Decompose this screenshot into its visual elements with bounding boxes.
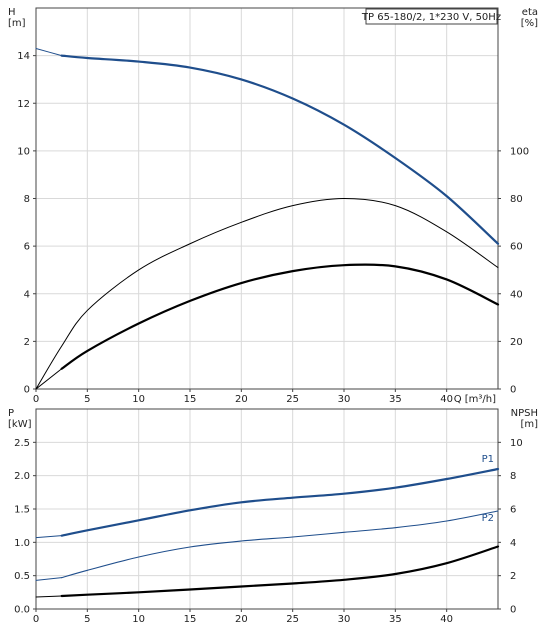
head-flow-x-tick-label: 30 [338,394,351,405]
head-flow-series-1-line [60,54,500,245]
power-npsh-y-right-tick-label: 2 [510,571,516,582]
head-flow-y-left-tick-label: 8 [24,194,30,205]
head-flow-y-left-tick-label: 10 [17,146,30,157]
head-flow-y-right-axis-label: eta [522,7,538,18]
power-npsh-y-left-tick-label: 0.0 [14,605,30,616]
head-flow-y-right-tick-label: 40 [510,289,523,300]
head-flow-x-tick-label: 5 [84,394,90,405]
head-flow-x-tick-label: 0 [33,394,39,405]
head-flow-y-left-tick-label: 14 [17,51,30,62]
power-npsh-series-p2-label: P2 [482,513,494,524]
power-npsh-series-3-line [60,545,500,598]
legend-box [365,8,498,25]
power-npsh-series-p2-lead-in [35,577,63,581]
head-flow-y-left-tick-label: 6 [24,242,30,253]
head-flow-x-tick-label: 40 [440,394,453,405]
head-flow-y-right-axis-label: [%] [521,18,538,29]
power-npsh-x-tick-label: 25 [286,614,299,625]
power-npsh-y-right-tick-label: 6 [510,505,516,516]
power-npsh-y-left-tick-label: 2.5 [14,438,30,449]
power-npsh-y-right-tick-label: 0 [510,605,516,616]
head-flow-y-right-tick-label: 20 [510,337,523,348]
power-npsh-y-right-tick-label: 8 [510,471,516,482]
power-npsh-y-right-axis-label: [m] [520,419,538,430]
power-npsh-y-left-axis-label: P [8,408,14,419]
power-npsh-x-tick-label: 20 [235,614,248,625]
power-npsh-y-left-tick-label: 1.0 [14,538,30,549]
head-flow-x-tick-label: 25 [286,394,299,405]
power-npsh-x-tick-label: 5 [84,614,90,625]
head-flow-y-left-tick-label: 0 [24,385,30,396]
power-npsh-x-tick-label: 15 [184,614,197,625]
head-flow-y-left-axis-label: H [8,7,16,18]
head-flow-x-axis-label: Q [m³/h] [454,394,496,405]
power-npsh-y-right-tick-label: 4 [510,538,516,549]
power-npsh-series-3-lead-in [35,595,63,598]
power-npsh-series-p1-lead-in [35,535,63,539]
head-flow-y-left-tick-label: 2 [24,337,30,348]
head-flow-x-tick-label: 35 [389,394,402,405]
head-flow-y-right-tick-label: 80 [510,194,523,205]
power-npsh-y-right-tick-label: 10 [510,438,523,449]
power-npsh-y-right-axis-label: NPSH [511,408,538,419]
power-npsh-x-tick-label: 0 [33,614,39,625]
legend-text: TP 65-180/2, 1*230 V, 50Hz [361,12,501,23]
head-flow-y-left-axis-label: [m] [8,18,26,29]
power-npsh-x-tick-label: 35 [389,614,402,625]
head-flow-x-tick-label: 15 [184,394,197,405]
power-npsh-x-tick-label: 30 [338,614,351,625]
head-flow-y-left-tick-label: 4 [24,289,30,300]
power-npsh-series-p1-line [60,467,500,537]
head-flow-y-right-tick-label: 60 [510,242,523,253]
power-npsh-series-p2-line [61,510,499,579]
head-flow-series-2-line [35,198,499,390]
power-npsh-x-tick-label: 40 [440,614,453,625]
head-flow-y-left-tick-label: 12 [17,99,30,110]
power-npsh-series-p1-label: P1 [482,454,494,465]
power-npsh-x-tick-label: 10 [132,614,145,625]
head-flow-y-right-tick-label: 100 [510,146,529,157]
head-flow-series-1-lead-in [35,47,63,57]
power-npsh-y-left-tick-label: 2.0 [14,471,30,482]
power-npsh-y-left-tick-label: 0.5 [14,571,30,582]
power-npsh-y-left-axis-label: [kW] [8,419,32,430]
head-flow-series-3-lead-in [35,368,63,390]
power-npsh-y-left-tick-label: 1.5 [14,505,30,516]
head-flow-y-right-tick-label: 0 [510,385,516,396]
head-flow-x-tick-label: 20 [235,394,248,405]
head-flow-series-3-line [60,263,500,370]
head-flow-x-tick-label: 10 [132,394,145,405]
